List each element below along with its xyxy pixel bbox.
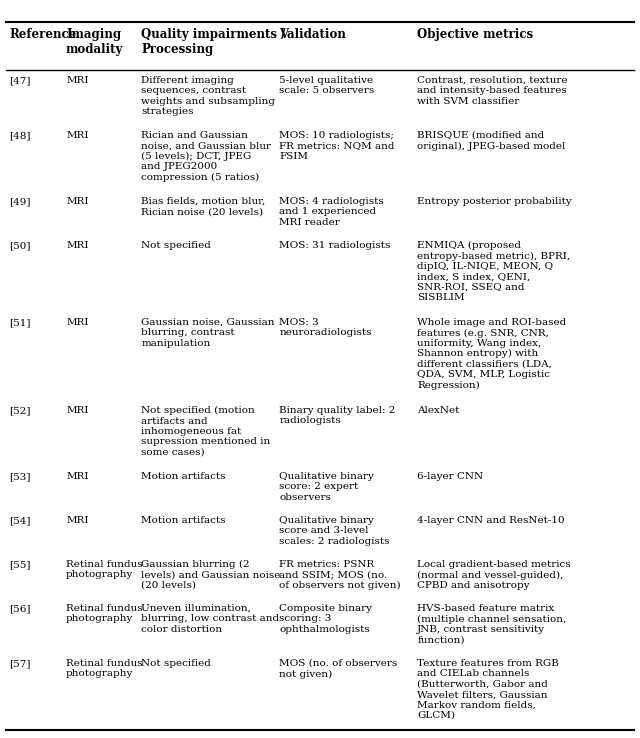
Text: MOS: 4 radiologists
and 1 experienced
MRI reader: MOS: 4 radiologists and 1 experienced MR… [279, 197, 384, 227]
Text: MRI: MRI [66, 516, 88, 525]
Text: MRI: MRI [66, 197, 88, 206]
Text: Motion artifacts: Motion artifacts [141, 516, 226, 525]
Text: Imaging
modality: Imaging modality [66, 28, 124, 56]
Text: [55]: [55] [10, 560, 31, 569]
Text: Gaussian blurring (2
levels) and Gaussian noise
(20 levels): Gaussian blurring (2 levels) and Gaussia… [141, 560, 281, 590]
Text: MRI: MRI [66, 241, 88, 250]
Text: Entropy posterior probability: Entropy posterior probability [417, 197, 572, 206]
Text: HVS-based feature matrix
(multiple channel sensation,
JNB, contrast sensitivity
: HVS-based feature matrix (multiple chann… [417, 604, 566, 644]
Text: MRI: MRI [66, 472, 88, 481]
Text: [47]: [47] [10, 76, 31, 85]
Text: ENMIQA (proposed
entropy-based metric), BPRI,
dipIQ, IL-NIQE, MEON, Q
index, S i: ENMIQA (proposed entropy-based metric), … [417, 241, 570, 303]
Text: Different imaging
sequences, contrast
weights and subsampling
strategies: Different imaging sequences, contrast we… [141, 76, 275, 116]
Text: 4-layer CNN and ResNet-10: 4-layer CNN and ResNet-10 [417, 516, 565, 525]
Text: Uneven illumination,
blurring, low contrast and
color distortion: Uneven illumination, blurring, low contr… [141, 604, 280, 634]
Text: Validation: Validation [279, 28, 346, 41]
Text: MOS: 10 radiologists;
FR metrics: NQM and
FSIM: MOS: 10 radiologists; FR metrics: NQM an… [279, 131, 395, 161]
Text: Retinal fundus
photography: Retinal fundus photography [66, 659, 143, 678]
Text: [54]: [54] [10, 516, 31, 525]
Text: MRI: MRI [66, 131, 88, 140]
Text: MRI: MRI [66, 318, 88, 327]
Text: 5-level qualitative
scale: 5 observers: 5-level qualitative scale: 5 observers [279, 76, 374, 95]
Text: Qualitative binary
score and 3-level
scales: 2 radiologists: Qualitative binary score and 3-level sca… [279, 516, 390, 546]
Text: Not specified: Not specified [141, 659, 211, 668]
Text: Not specified (motion
artifacts and
inhomogeneous fat
supression mentioned in
so: Not specified (motion artifacts and inho… [141, 406, 271, 457]
Text: Gaussian noise, Gaussian
blurring, contrast
manipulation: Gaussian noise, Gaussian blurring, contr… [141, 318, 275, 348]
Text: [56]: [56] [10, 604, 31, 613]
Text: Retinal fundus
photography: Retinal fundus photography [66, 560, 143, 579]
Text: [52]: [52] [10, 406, 31, 415]
Text: Whole image and ROI-based
features (e.g. SNR, CNR,
uniformity, Wang index,
Shann: Whole image and ROI-based features (e.g.… [417, 318, 566, 390]
Text: [57]: [57] [10, 659, 31, 668]
Text: Contrast, resolution, texture
and intensity-based features
with SVM classifier: Contrast, resolution, texture and intens… [417, 76, 568, 106]
Text: Quality impairments /
Processing: Quality impairments / Processing [141, 28, 285, 56]
Text: [50]: [50] [10, 241, 31, 250]
Text: [49]: [49] [10, 197, 31, 206]
Text: 6-layer CNN: 6-layer CNN [417, 472, 483, 481]
Text: FR metrics: PSNR
and SSIM; MOS (no.
of observers not given): FR metrics: PSNR and SSIM; MOS (no. of o… [279, 560, 401, 590]
Text: BRISQUE (modified and
original), JPEG-based model: BRISQUE (modified and original), JPEG-ba… [417, 131, 566, 151]
Text: Motion artifacts: Motion artifacts [141, 472, 226, 481]
Text: MOS (no. of observers
not given): MOS (no. of observers not given) [279, 659, 397, 678]
Text: Objective metrics: Objective metrics [417, 28, 533, 41]
Text: Texture features from RGB
and CIELab channels
(Butterworth, Gabor and
Wavelet fi: Texture features from RGB and CIELab cha… [417, 659, 559, 720]
Text: AlexNet: AlexNet [417, 406, 460, 415]
Text: Not specified: Not specified [141, 241, 211, 250]
Text: Qualitative binary
score: 2 expert
observers: Qualitative binary score: 2 expert obser… [279, 472, 374, 502]
Text: Retinal fundus
photography: Retinal fundus photography [66, 604, 143, 624]
Text: [51]: [51] [10, 318, 31, 327]
Text: Reference: Reference [10, 28, 77, 41]
Text: Binary quality label: 2
radiologists: Binary quality label: 2 radiologists [279, 406, 396, 425]
Text: Composite binary
scoring: 3
ophthalmologists: Composite binary scoring: 3 ophthalmolog… [279, 604, 372, 634]
Text: [48]: [48] [10, 131, 31, 140]
Text: [53]: [53] [10, 472, 31, 481]
Text: Bias fields, motion blur,
Rician noise (20 levels): Bias fields, motion blur, Rician noise (… [141, 197, 266, 216]
Text: Rician and Gaussian
noise, and Gaussian blur
(5 levels); DCT, JPEG
and JPEG2000
: Rician and Gaussian noise, and Gaussian … [141, 131, 271, 182]
Text: Local gradient-based metrics
(normal and vessel-guided),
CPBD and anisotropy: Local gradient-based metrics (normal and… [417, 560, 571, 590]
Text: MOS: 31 radiologists: MOS: 31 radiologists [279, 241, 390, 250]
Text: MRI: MRI [66, 406, 88, 415]
Text: MRI: MRI [66, 76, 88, 85]
Text: MOS: 3
neuroradiologists: MOS: 3 neuroradiologists [279, 318, 372, 337]
